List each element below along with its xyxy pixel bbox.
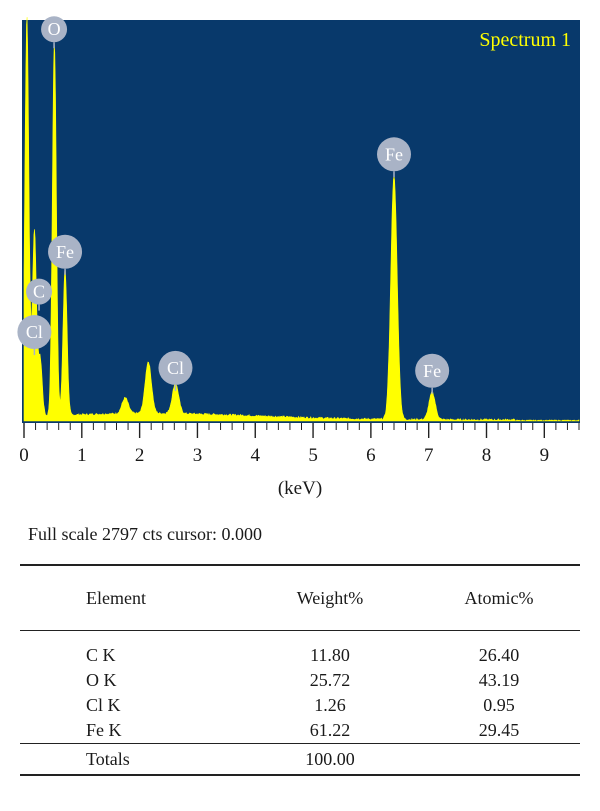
x-axis-ticks: [23, 423, 580, 438]
x-axis-tick-labels: 0 1 2 3 4 5 6 7 8 9: [19, 445, 549, 466]
svg-text:Fe: Fe: [385, 144, 403, 164]
totals-weight: 100.00: [242, 743, 418, 776]
header-weight: Weight%: [242, 564, 418, 631]
cell-weight: 11.80: [310, 645, 350, 665]
cell-weight: 61.22: [309, 720, 351, 740]
header-atomic: Atomic%: [418, 564, 580, 631]
x-tick-label: 7: [424, 445, 434, 466]
svg-text:Fe: Fe: [56, 242, 74, 262]
svg-text:Cl: Cl: [26, 322, 43, 342]
chart-title: Spectrum 1: [479, 29, 571, 51]
svg-text:Cl: Cl: [167, 358, 184, 378]
composition-table: Element Weight% Atomic% C K 11.80 26.40 …: [20, 564, 580, 776]
peak-label-cl: Cl: [158, 350, 193, 391]
x-tick-label: 2: [135, 445, 145, 466]
x-tick-label: 3: [193, 445, 203, 466]
x-tick-label: 0: [19, 445, 29, 466]
cell-atomic: 43.19: [478, 670, 520, 690]
cell-weight: 25.72: [309, 670, 351, 690]
totals-label: Totals: [20, 743, 242, 776]
plot-background: [22, 20, 580, 423]
cell-atomic: 29.45: [478, 720, 520, 740]
svg-text:C: C: [33, 282, 45, 302]
cell-atomic: 26.40: [478, 645, 520, 665]
svg-text:O: O: [48, 19, 61, 39]
peak-label-cl: Cl: [17, 315, 52, 356]
x-tick-label: 6: [366, 445, 376, 466]
cell-element: Cl K: [86, 695, 121, 715]
spectrum-curve: [23, 17, 580, 422]
peak-annotations: O Fe C Cl Cl Fe Fe: [17, 16, 450, 394]
cell-element: C K: [86, 645, 116, 665]
cell-element: O K: [86, 670, 117, 690]
full-scale-readout: Full scale 2797 cts cursor: 0.000: [28, 524, 262, 544]
peak-label-fe: Fe: [415, 353, 450, 394]
spectrum-chart: 0 1 2 3 4 5 6 7 8 9 O Fe C Cl Cl Fe Fe Spectrum 1: [17, 16, 580, 466]
peak-label-fe: Fe: [48, 234, 83, 275]
table-row: C K 11.80 26.40: [20, 643, 580, 668]
cell-element: Fe K: [86, 720, 122, 740]
header-element: Element: [20, 564, 242, 631]
table-row: O K 25.72 43.19: [20, 668, 580, 693]
x-tick-label: 9: [540, 445, 550, 466]
table-header-row: Element Weight% Atomic%: [20, 564, 580, 631]
x-tick-label: 1: [77, 445, 87, 466]
svg-text:Fe: Fe: [423, 361, 441, 381]
peak-label-c: C: [26, 278, 53, 311]
x-axis-label: (keV): [277, 478, 323, 499]
x-tick-label: 8: [482, 445, 492, 466]
totals-atomic: [418, 743, 580, 776]
cell-atomic: 0.95: [483, 695, 515, 715]
totals-row: Totals 100.00: [20, 743, 580, 776]
table-row: Fe K 61.22 29.45: [20, 718, 580, 744]
x-tick-label: 5: [308, 445, 318, 466]
cell-weight: 1.26: [314, 695, 346, 715]
x-tick-label: 4: [251, 445, 261, 466]
table-row: Cl K 1.26 0.95: [20, 693, 580, 718]
peak-label-o: O: [41, 16, 68, 49]
peak-label-fe: Fe: [377, 137, 411, 178]
